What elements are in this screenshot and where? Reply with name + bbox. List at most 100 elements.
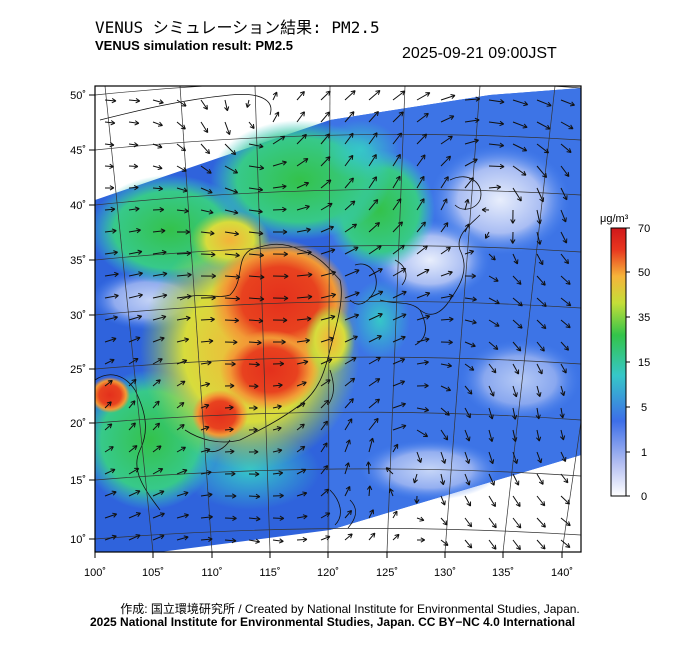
wind-arrow — [224, 295, 241, 302]
wind-arrow — [484, 231, 490, 239]
wind-arrow — [320, 133, 330, 145]
lon-label: 135˚ — [492, 567, 514, 579]
wind-arrow — [344, 485, 351, 497]
wind-arrow — [104, 98, 117, 104]
wind-arrow — [536, 319, 547, 330]
wind-arrow — [392, 335, 406, 343]
wind-arrow — [392, 313, 407, 321]
wind-arrow — [152, 490, 165, 497]
wind-arrow — [320, 270, 337, 277]
wind-arrow — [344, 246, 359, 255]
wind-arrow — [296, 111, 305, 123]
lat-label: 35˚ — [70, 255, 86, 267]
wind-arrow — [320, 512, 331, 519]
wind-arrow — [296, 272, 313, 278]
wind-arrow — [128, 228, 141, 234]
wind-arrow — [440, 495, 446, 506]
wind-arrow — [416, 516, 425, 522]
wind-arrow — [512, 121, 528, 129]
wind-arrow — [272, 135, 286, 145]
wind-arrow — [152, 445, 162, 453]
wind-arrow — [224, 274, 241, 280]
lat-label: 30˚ — [70, 310, 86, 322]
wind-arrow — [535, 429, 542, 442]
wind-arrow — [560, 121, 574, 130]
wind-arrow — [464, 198, 470, 211]
wind-arrow — [488, 253, 496, 261]
wind-arrow — [440, 316, 454, 322]
wind-arrow — [176, 359, 188, 365]
wind-arrow — [296, 402, 306, 409]
wind-arrow — [200, 295, 216, 301]
wind-arrow — [512, 429, 518, 442]
wind-arrow — [512, 143, 528, 152]
wind-arrow — [344, 313, 360, 321]
wind-arrow — [272, 317, 288, 323]
wind-arrow — [176, 446, 186, 453]
wind-arrow — [128, 422, 136, 431]
wind-arrow — [512, 407, 518, 420]
wind-arrow — [488, 495, 496, 508]
wind-arrow — [560, 495, 571, 505]
wind-arrow — [368, 268, 383, 277]
wind-arrow — [440, 362, 453, 368]
wind-arrow — [296, 249, 312, 256]
wind-arrow — [344, 177, 354, 189]
wind-arrow — [248, 274, 265, 280]
wind-arrow — [368, 417, 379, 431]
wind-arrow — [296, 204, 310, 211]
wind-arrow — [248, 165, 265, 171]
wind-arrow — [200, 514, 213, 520]
wind-arrow — [176, 468, 188, 475]
wind-arrow — [224, 339, 238, 345]
wind-arrow — [272, 515, 285, 521]
wind-arrow — [392, 153, 401, 167]
wind-arrow — [416, 407, 430, 413]
wind-arrow — [320, 379, 331, 387]
wind-arrow — [416, 245, 428, 255]
wind-arrow — [272, 404, 282, 410]
wind-arrow — [512, 363, 520, 375]
wind-arrow — [224, 99, 230, 112]
colorbar-label: 35 — [638, 312, 650, 324]
wind-arrow — [481, 207, 490, 213]
wind-arrow — [440, 94, 456, 101]
wind-arrow — [272, 251, 289, 257]
wind-arrow — [104, 401, 112, 409]
wind-arrow — [510, 209, 516, 224]
wind-arrow — [344, 462, 350, 475]
wind-arrow — [200, 99, 208, 110]
wind-arrow — [200, 316, 215, 323]
wind-arrow — [272, 382, 283, 389]
wind-arrow — [440, 222, 449, 233]
wind-arrow — [104, 534, 117, 541]
wind-arrow — [272, 229, 288, 235]
wind-arrow — [392, 221, 404, 233]
wind-arrow — [368, 398, 380, 409]
wind-arrow — [200, 403, 210, 409]
title-english: VENUS simulation result: PM2.5 — [95, 38, 293, 53]
wind-arrow — [200, 121, 209, 134]
wind-arrow — [224, 209, 239, 215]
wind-arrow — [176, 380, 186, 387]
map-plot-area — [95, 86, 581, 552]
wind-arrow — [104, 120, 116, 126]
wind-arrow — [488, 163, 505, 170]
wind-arrow — [464, 451, 471, 464]
wind-arrow — [535, 407, 541, 420]
wind-arrow — [464, 296, 477, 302]
wind-arrow — [536, 231, 542, 245]
wind-arrow — [392, 424, 407, 431]
wind-arrow — [536, 517, 546, 528]
wind-arrow — [536, 143, 550, 154]
colorbar-label: 50 — [638, 267, 650, 279]
wind-arrow — [296, 133, 307, 145]
wind-arrow — [510, 231, 516, 244]
wind-arrow — [416, 112, 429, 123]
wind-arrow — [104, 250, 118, 256]
wind-arrow — [224, 187, 239, 194]
wind-arrow — [128, 445, 138, 453]
wind-arrow — [464, 473, 471, 486]
wind-arrow — [464, 249, 475, 255]
wind-arrow — [248, 230, 264, 236]
